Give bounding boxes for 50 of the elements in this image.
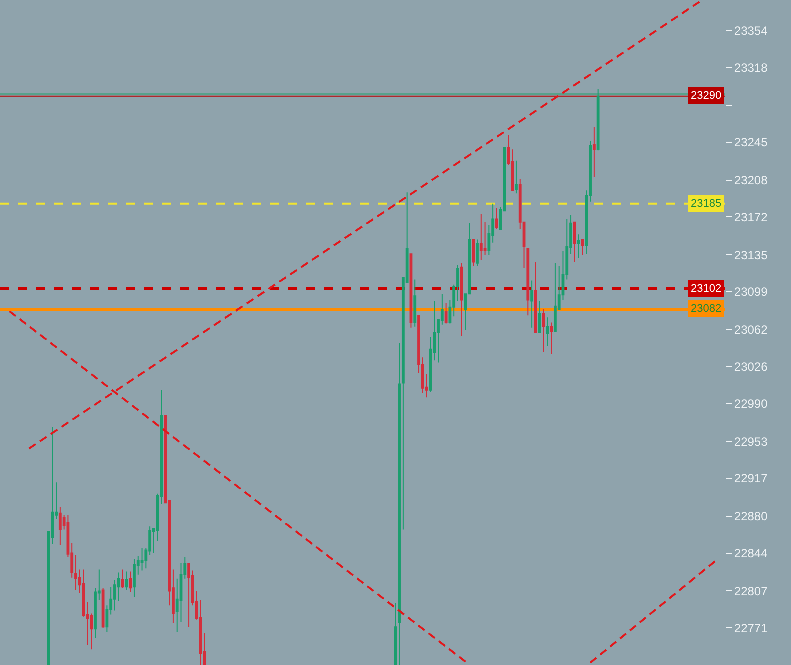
y-tick-label: 23318 [734,60,768,75]
candlestick [74,554,78,591]
y-tick-label: 22771 [734,621,768,636]
y-tick-label: 22990 [734,396,768,411]
candlestick [538,300,542,334]
candlestick [472,239,476,267]
candlestick [58,506,62,546]
candlestick [542,308,546,353]
candlestick [188,563,190,628]
candlestick [476,239,479,267]
candlestick [546,317,550,347]
y-tick-label: 22917 [734,472,768,486]
candlestick [480,214,483,261]
candlestick [394,603,398,665]
y-tick-label: 22880 [734,510,768,524]
y-tick-label: 22807 [734,584,768,598]
candlestick [133,558,136,598]
candlestick [140,548,144,572]
y-tick-label: 23208 [734,174,768,188]
candlestick [121,569,124,589]
y-tick-label: 22953 [734,434,768,449]
candlestick [129,571,132,593]
ref-line-label: 23290 [691,90,722,102]
ref-line-label: 23082 [691,303,722,315]
candlestick [577,234,580,259]
candlestick [534,262,538,334]
candlestick [573,222,576,263]
ref-line-label: 23102 [691,283,722,295]
y-tick-label: 23026 [734,360,768,374]
candlestick [496,208,498,230]
candlestick [125,571,128,591]
y-tick-label: 23099 [734,285,768,300]
candlestick [592,126,596,178]
candlestick [554,262,557,332]
ref-line-label: 23185 [691,198,722,210]
candlestick [460,262,464,337]
candlestick [530,280,534,328]
y-tick-label: 23062 [734,323,768,338]
candlestick [398,342,401,665]
candlestick [581,239,584,256]
candlestick [102,588,105,629]
y-tick-label: 23135 [734,248,768,262]
candlestick [515,160,518,194]
candlestick [550,322,553,356]
y-tick-label: 23354 [734,24,768,38]
y-tick-label: 23245 [734,136,768,150]
candlestick [444,302,448,324]
y-tick-label: 23172 [734,210,768,224]
y-tick-label: 22844 [734,546,768,561]
candlestick [414,279,417,328]
